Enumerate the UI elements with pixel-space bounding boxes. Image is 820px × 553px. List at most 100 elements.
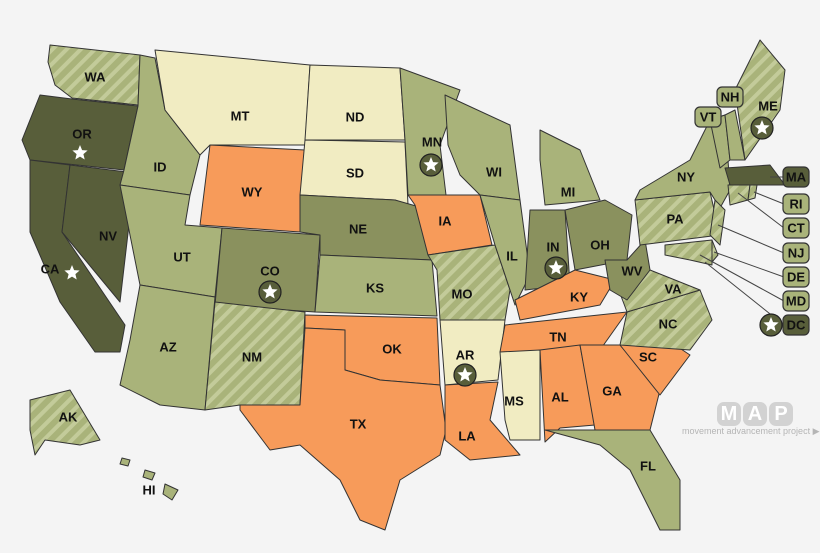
star-icon (64, 265, 80, 280)
state-hi[interactable] (142, 469, 156, 481)
state-ma[interactable] (724, 164, 786, 186)
state-label: OH (590, 237, 610, 252)
state-label: WY (242, 184, 263, 199)
state-label: KY (570, 289, 588, 304)
state-label: OK (382, 341, 402, 356)
state-label: CT (787, 220, 804, 235)
state-label: NC (659, 316, 678, 331)
state-label-box-dc[interactable] (782, 314, 810, 336)
state-label-box-ct[interactable] (782, 217, 810, 239)
state-tx[interactable] (239, 327, 447, 531)
state-label: IL (506, 248, 518, 263)
state-label: UT (173, 249, 190, 264)
state-az[interactable] (119, 284, 216, 411)
star-icon (419, 153, 443, 177)
state-label: PA (666, 211, 684, 226)
state-label: TN (549, 329, 566, 344)
state-label-box-vt[interactable] (694, 106, 722, 128)
state-label: MT (231, 108, 250, 123)
state-ct[interactable] (727, 184, 751, 206)
state-ri[interactable] (747, 184, 758, 201)
state-label: IN (547, 239, 560, 254)
state-il[interactable] (479, 194, 531, 306)
state-fl[interactable] (544, 429, 681, 531)
state-label: VT (700, 109, 717, 124)
state-wv[interactable] (604, 239, 651, 301)
state-oh[interactable] (564, 199, 633, 271)
state-ms[interactable] (499, 349, 541, 441)
state-label: AL (551, 389, 568, 404)
state-label-box-nj[interactable] (782, 242, 810, 264)
state-de[interactable] (711, 239, 719, 263)
state-mo[interactable] (427, 244, 511, 321)
state-wi[interactable] (444, 94, 521, 201)
state-label: AR (456, 347, 475, 362)
state-label: CA (41, 261, 60, 276)
state-me[interactable] (734, 39, 786, 161)
state-label-box-de[interactable] (782, 266, 810, 288)
state-label: WV (622, 263, 643, 278)
state-label: KS (366, 280, 384, 295)
state-label: LA (458, 428, 476, 443)
state-label: OR (72, 126, 92, 141)
state-label: DC (787, 317, 806, 332)
state-label: NV (99, 228, 117, 243)
state-label: NE (349, 221, 367, 236)
map-logo: M A P movement advancement project ▶ (682, 402, 820, 437)
state-label: ME (758, 98, 778, 113)
state-label: HI (143, 482, 156, 497)
state-md[interactable] (664, 239, 713, 266)
state-nj[interactable] (709, 199, 726, 246)
state-label: DE (787, 269, 805, 284)
star-icon (453, 363, 477, 387)
star-icon (544, 256, 568, 280)
state-label-box-md[interactable] (782, 290, 810, 312)
state-label: NJ (788, 245, 805, 260)
state-label: RI (790, 196, 803, 211)
state-label: AZ (159, 339, 176, 354)
state-label: MA (786, 169, 807, 184)
state-label-box-nh[interactable] (716, 86, 744, 108)
state-nv[interactable] (61, 164, 136, 303)
state-mi[interactable] (539, 129, 601, 206)
state-label: MN (422, 134, 442, 149)
state-label: MI (561, 184, 575, 199)
state-label: ID (154, 159, 167, 174)
state-label: IA (439, 213, 453, 228)
state-label: MO (452, 286, 473, 301)
logo-subtitle: movement advancement project ▶ (682, 426, 820, 436)
state-label: AK (59, 409, 78, 424)
state-label: ND (346, 109, 365, 124)
star-icon (750, 116, 774, 140)
state-nd[interactable] (304, 64, 406, 141)
star-icon (759, 313, 783, 337)
state-hi[interactable] (119, 457, 131, 467)
state-ak[interactable] (29, 389, 101, 456)
state-label: CO (260, 263, 280, 278)
state-label: WI (486, 164, 502, 179)
state-la[interactable] (444, 381, 521, 461)
state-label: WA (85, 69, 107, 84)
state-label-box-ri[interactable] (782, 193, 810, 215)
state-label: SC (639, 349, 658, 364)
state-al[interactable] (539, 344, 596, 443)
state-label: NY (677, 169, 695, 184)
state-hi[interactable] (162, 483, 179, 501)
logo-letter: A (743, 402, 767, 426)
state-label: MS (504, 393, 524, 408)
state-label: MD (786, 293, 806, 308)
state-label: GA (602, 383, 622, 398)
state-ga[interactable] (579, 344, 661, 431)
star-icon (72, 145, 88, 160)
star-icon (258, 280, 282, 304)
logo-letter: P (769, 402, 793, 426)
state-label: TX (350, 416, 367, 431)
state-label: NH (721, 89, 740, 104)
logo-letter: M (717, 402, 741, 426)
state-label-box-ma[interactable] (782, 166, 810, 188)
state-label: FL (640, 458, 656, 473)
state-ks[interactable] (314, 254, 438, 317)
state-label: NM (242, 349, 262, 364)
state-label: VA (664, 281, 682, 296)
